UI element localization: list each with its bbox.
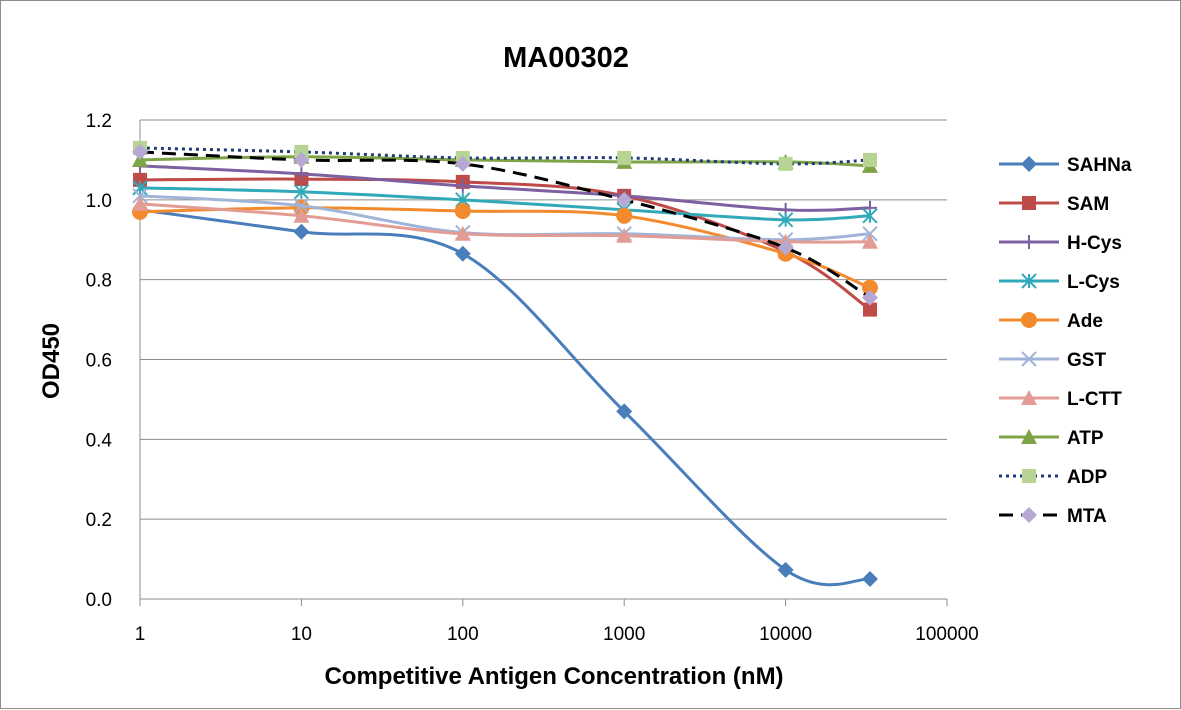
legend-label: SAHNa [1067,155,1132,176]
series-layer [132,140,878,588]
data-point [616,227,633,243]
data-point [616,191,633,208]
series-line-sahna [139,208,871,587]
data-point [293,198,310,214]
legend-marker [1021,312,1037,328]
data-point [862,152,877,167]
y-tick-label: 1.2 [86,111,112,132]
data-point [778,156,793,171]
x-tick-label: 100000 [915,624,978,645]
data-point [616,403,633,420]
data-point [861,571,878,588]
y-tick-label: 1.0 [86,191,112,212]
legend-label: SAM [1067,194,1109,215]
legend-marker [1022,235,1036,249]
x-tick-label: 1000 [603,624,645,645]
legend-marker [1021,507,1037,523]
legend-marker [1021,390,1037,405]
data-point [293,223,310,240]
legend-marker [1021,273,1037,289]
legend-item-sam: SAM [999,194,1109,215]
legend-label: L-CTT [1067,389,1122,410]
legend-marker [1021,429,1037,444]
legend-item-gst: GST [999,350,1106,371]
data-point [455,178,470,193]
legend-label: MTA [1067,506,1107,527]
legend-label: ADP [1067,467,1107,488]
legend-marker [1021,351,1037,367]
data-point [777,561,794,578]
x-tick-label: 10000 [759,624,812,645]
y-tick-label: 0.8 [86,271,112,292]
data-point [293,207,310,223]
series-line-sam [139,177,871,311]
x-tick-label: 100 [447,624,479,645]
legend-marker [1021,156,1037,172]
series-sahna [132,201,878,588]
data-point [132,195,148,211]
data-point [454,225,471,241]
legend-label: GST [1067,350,1106,371]
data-point [293,184,310,200]
data-point [293,151,310,168]
data-point [861,289,878,306]
legend-label: ATP [1067,428,1104,449]
legend-item-l-ctt: L-CTT [999,389,1122,410]
legend-marker [1022,469,1036,483]
x-axis-title: Competitive Antigen Concentration (nM) [324,663,783,690]
x-tick-label: 10 [291,624,312,645]
data-point [862,302,877,317]
data-point [617,150,632,165]
legend-item-mta: MTA [999,506,1107,527]
data-point [616,207,633,224]
legend: SAHNa SAM H-Cys L-Cys Ade GST L-CTT ATP ADP MTA [999,155,1132,527]
legend-item-adp: ADP [999,467,1107,488]
y-tick-label: 0.4 [86,430,113,451]
legend-marker [1022,196,1036,210]
data-point [861,233,878,249]
data-point [777,239,794,256]
legend-label: H-Cys [1067,233,1122,254]
legend-label: L-Cys [1067,272,1120,293]
legend-item-l-cys: L-Cys [999,272,1120,293]
chart-title: MA00302 [503,42,629,74]
x-tick-label: 1 [135,624,146,645]
legend-item-ade: Ade [999,311,1103,332]
series-sam [133,172,877,317]
data-point [132,143,148,160]
legend-item-atp: ATP [999,428,1104,449]
data-point [777,212,794,228]
series-line-l-cys [139,186,871,222]
grid-lines [140,119,947,600]
y-tick-label: 0.2 [86,510,112,531]
data-point [454,155,471,172]
y-tick-label: 0.0 [86,590,112,611]
legend-label: Ade [1067,311,1103,332]
y-axis-title: OD450 [38,323,65,399]
data-point [294,166,309,181]
y-tick-label: 0.6 [86,351,112,372]
series-mta [132,143,878,306]
data-point [862,208,878,224]
series-line-mta [139,150,871,299]
legend-item-h-cys: H-Cys [999,233,1122,254]
legend-item-sahna: SAHNa [999,155,1132,176]
series-ade [132,199,878,296]
data-point [861,279,878,296]
data-point [454,245,471,262]
axes: 0.0 0.2 0.4 0.6 0.8 1.0 1.2 1 10 100 1000 10000 1000… [86,111,979,645]
data-point [454,203,471,220]
